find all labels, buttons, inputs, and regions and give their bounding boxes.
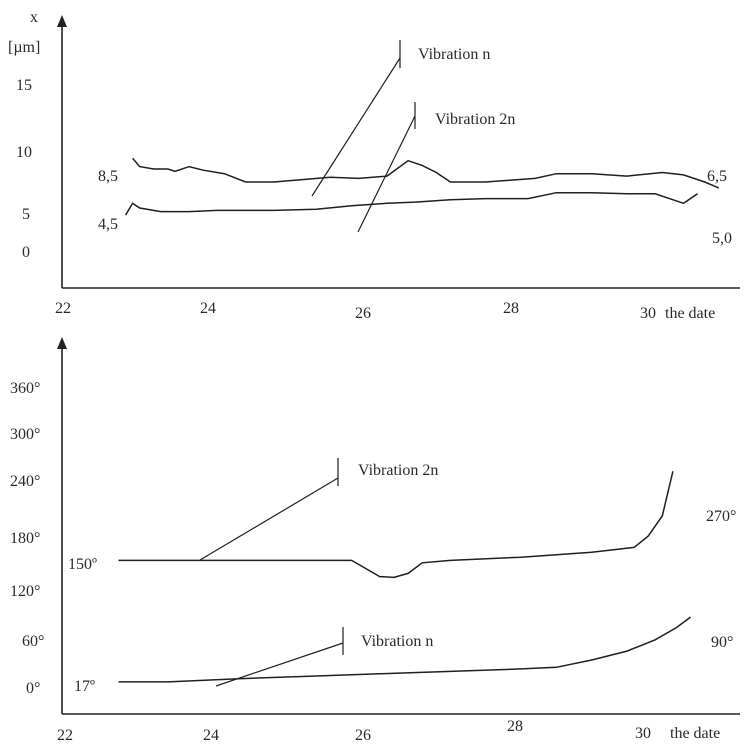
y-tick-label: 5 <box>22 206 30 223</box>
x-tick-label: 22 <box>55 300 71 317</box>
annotation-label: Vibration n <box>418 46 490 63</box>
series-line-vibration-2n <box>118 471 674 579</box>
series-start-label: 150º <box>68 556 97 573</box>
y-tick-label: 15 <box>16 77 32 94</box>
series-end-label: 5,0 <box>712 230 732 247</box>
y-axis-unit: [µm] <box>8 39 40 56</box>
series-start-label: 17º <box>74 678 95 695</box>
y-tick-label: 180° <box>10 530 40 547</box>
annotation-leader <box>357 115 416 233</box>
y-tick-label: 300° <box>10 426 40 443</box>
y-tick-labels: 15 10 5 0 <box>16 77 32 261</box>
x-tick-label: 26 <box>355 305 371 322</box>
annotation-leader <box>311 57 401 197</box>
phase-chart: 360° 300° 240° 180° 120° 60° 0° 22 24 26… <box>10 337 740 744</box>
series-start-label: 8,5 <box>98 168 118 185</box>
y-axis-arrow <box>57 15 67 27</box>
x-tick-labels: 22 24 26 28 30 <box>57 718 651 744</box>
series-start-label: 4,5 <box>98 216 118 233</box>
x-tick-label: 30 <box>635 725 651 742</box>
annotation-leader <box>199 477 339 561</box>
y-axis-label: x <box>30 9 38 26</box>
x-axis-label: the date <box>670 725 720 742</box>
y-tick-label: 0° <box>26 680 40 697</box>
x-tick-label: 28 <box>503 300 519 317</box>
annotation-label: Vibration n <box>361 633 433 650</box>
x-tick-label: 28 <box>507 718 523 735</box>
x-tick-label: 30 <box>640 305 656 322</box>
y-tick-labels: 360° 300° 240° 180° 120° 60° 0° <box>10 380 44 697</box>
series-end-label: 270° <box>706 508 736 525</box>
series-line-vibration-n <box>132 157 720 189</box>
series-line-vibration-2n <box>124 191 699 216</box>
y-tick-label: 0 <box>22 244 30 261</box>
y-tick-label: 10 <box>16 144 32 161</box>
y-tick-label: 60° <box>22 633 44 650</box>
amplitude-chart: x [µm] 15 10 5 0 22 24 26 28 30 the date… <box>8 9 740 322</box>
x-tick-labels: 22 24 26 28 30 <box>55 300 656 322</box>
annotation-label: Vibration 2n <box>435 111 515 128</box>
x-tick-label: 26 <box>355 727 371 744</box>
annotation-leader <box>215 642 344 687</box>
series-end-label: 90° <box>711 634 733 651</box>
y-axis-arrow <box>57 337 67 349</box>
x-axis-label: the date <box>665 305 715 322</box>
annotation-label: Vibration 2n <box>358 462 438 479</box>
y-tick-label: 120° <box>10 583 40 600</box>
x-tick-label: 24 <box>200 300 216 317</box>
y-tick-label: 240° <box>10 473 40 490</box>
x-tick-label: 22 <box>57 727 73 744</box>
y-tick-label: 360° <box>10 380 40 397</box>
series-end-label: 6,5 <box>707 168 727 185</box>
x-tick-label: 24 <box>203 727 219 744</box>
